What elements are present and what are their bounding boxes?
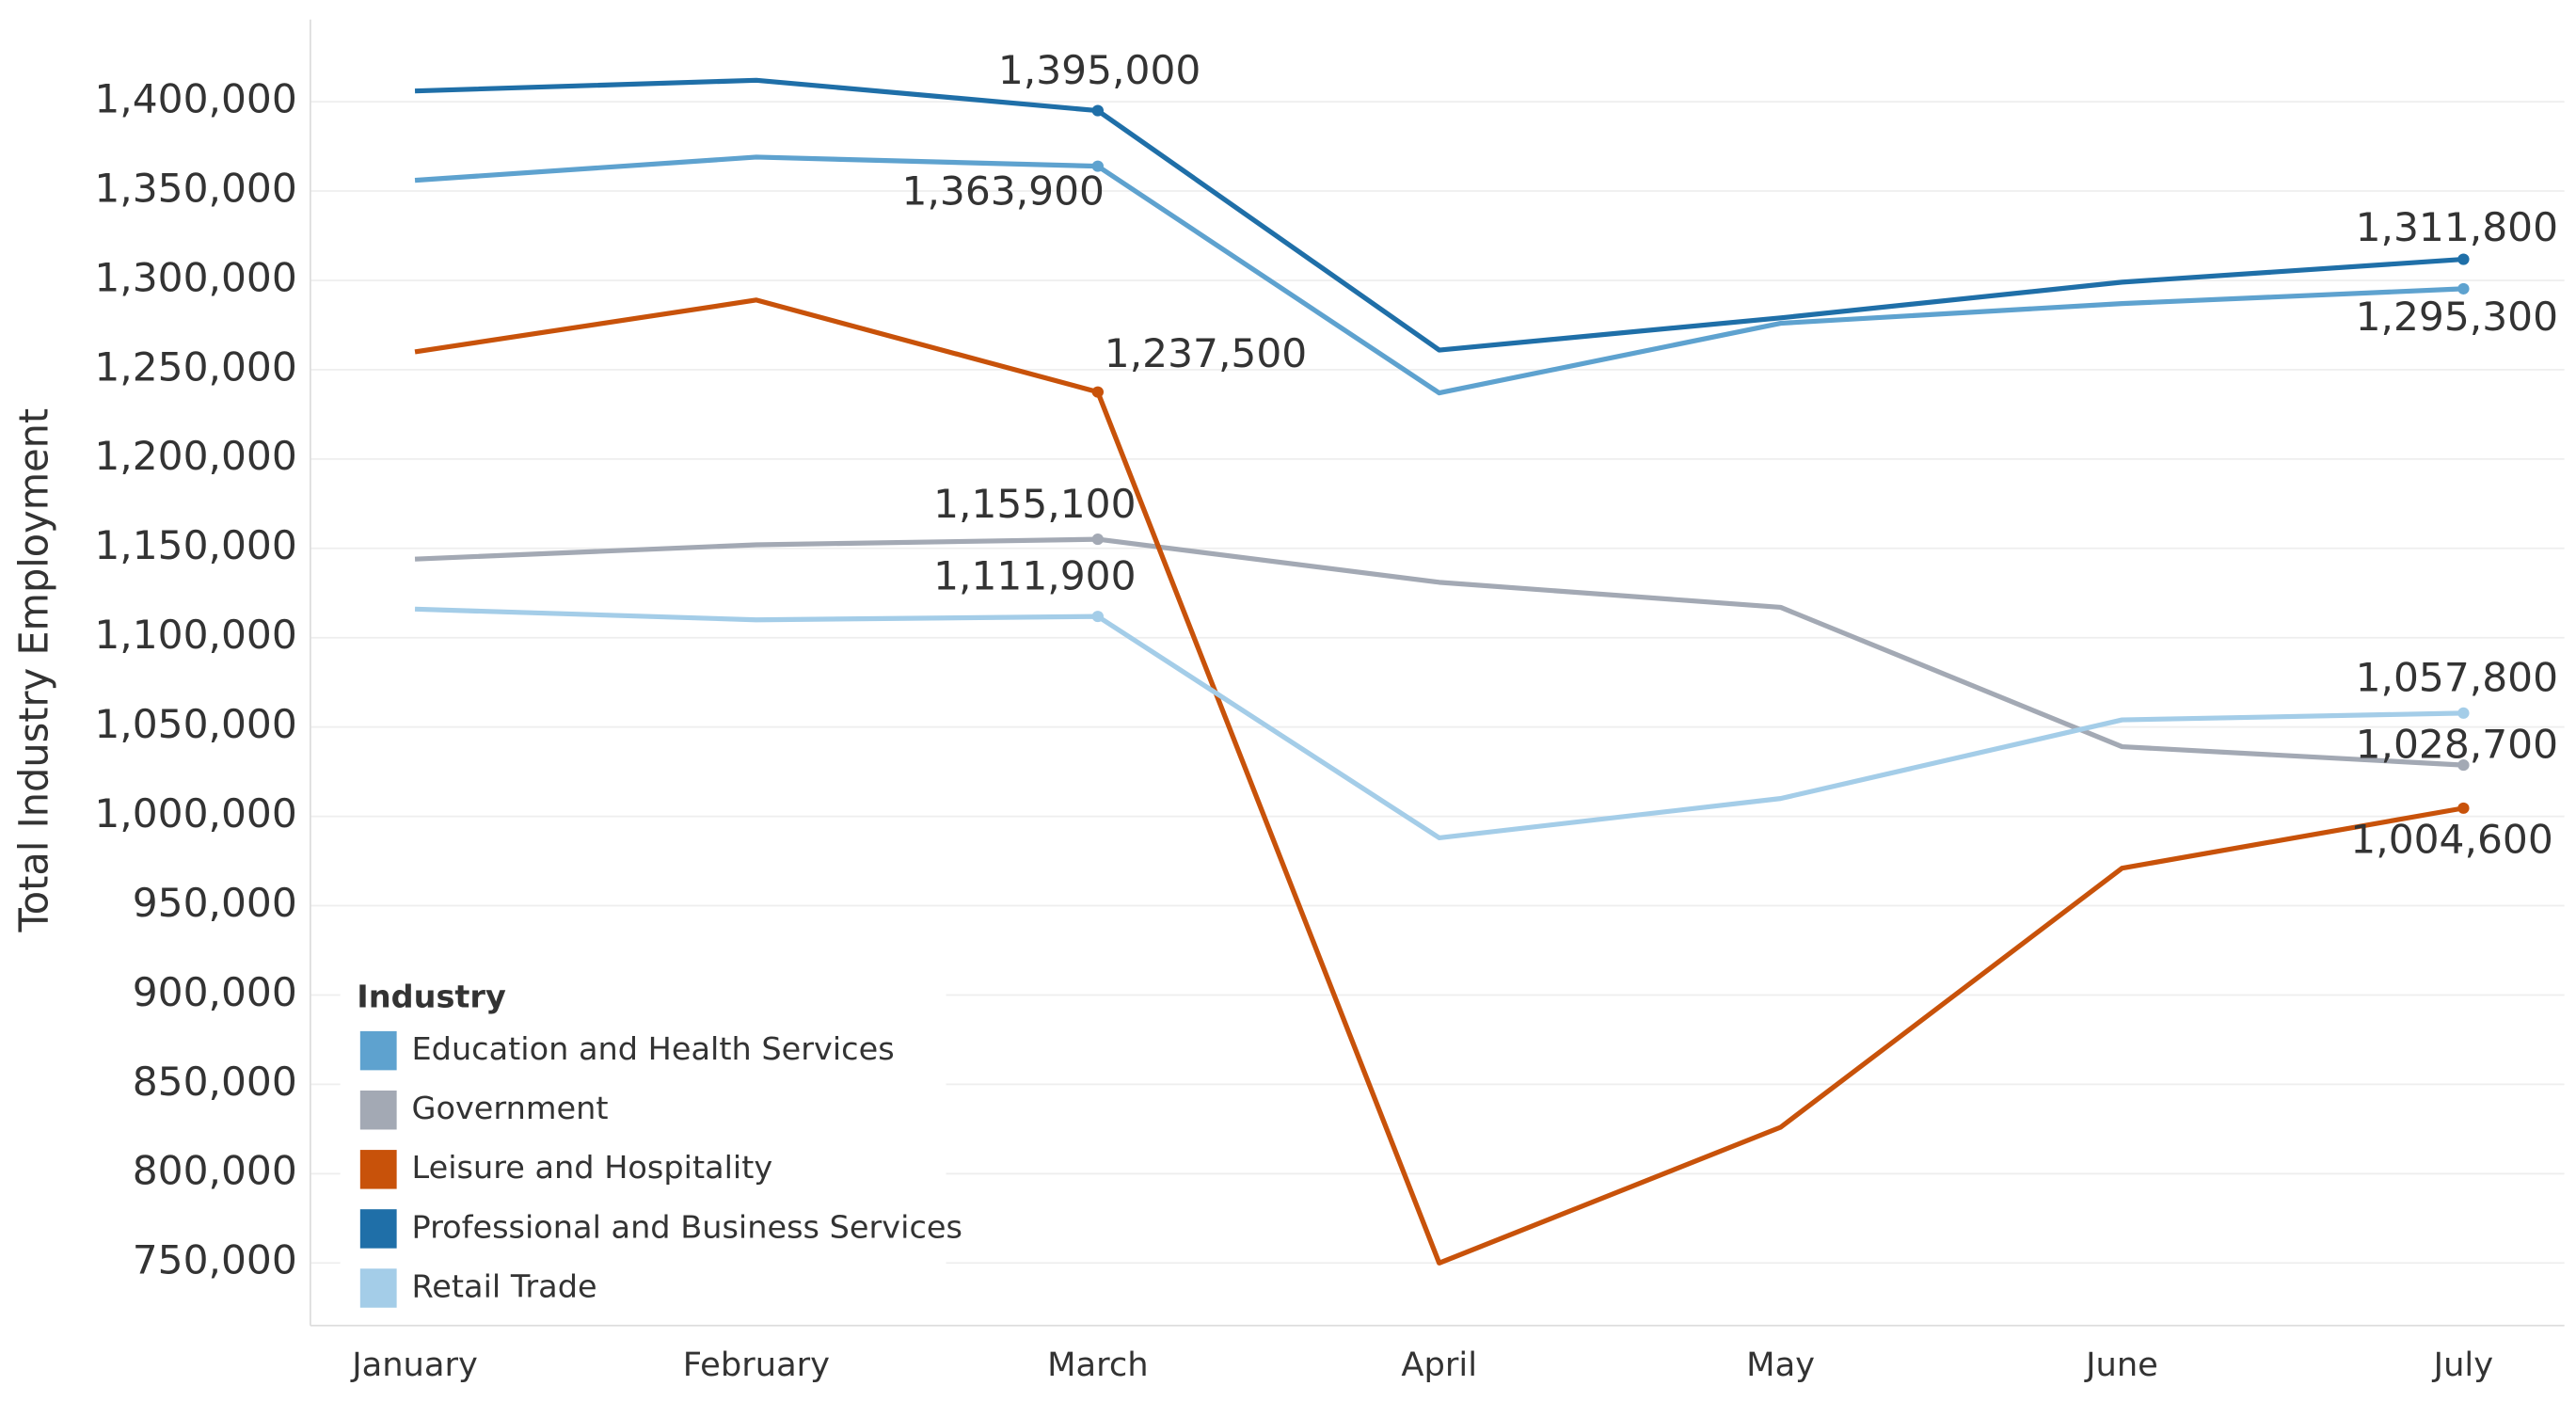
- y-tick-label: 1,200,000: [94, 434, 296, 479]
- legend-label: Education and Health Services: [412, 1030, 895, 1067]
- y-tick-label: 1,150,000: [94, 523, 296, 568]
- legend-swatch: [359, 1030, 397, 1071]
- y-tick-label: 1,100,000: [94, 613, 296, 658]
- data-point: [1091, 386, 1105, 398]
- y-tick-label: 800,000: [133, 1148, 297, 1193]
- data-point: [2457, 282, 2470, 295]
- data-label: 1,155,100: [933, 481, 1136, 526]
- x-tick-label: July: [2432, 1346, 2493, 1384]
- data-label: 1,004,600: [2350, 817, 2552, 862]
- y-tick-label: 1,050,000: [94, 701, 296, 746]
- data-label: 1,311,800: [2356, 204, 2558, 249]
- x-tick-label: March: [1047, 1346, 1148, 1384]
- y-tick-label: 900,000: [133, 969, 297, 1014]
- data-label: 1,395,000: [998, 48, 1201, 93]
- data-point: [2457, 707, 2470, 719]
- y-tick-label: 750,000: [133, 1237, 297, 1283]
- x-tick-label: June: [2084, 1346, 2158, 1384]
- series-line: [414, 536, 2464, 768]
- legend-swatch: [359, 1268, 397, 1308]
- y-tick-label: 1,250,000: [94, 344, 296, 390]
- data-label: 1,363,900: [902, 168, 1105, 214]
- y-tick-label: 1,000,000: [94, 790, 296, 836]
- legend-label: Government: [412, 1090, 609, 1126]
- series-line: [414, 154, 2464, 396]
- legend-swatch: [359, 1150, 397, 1189]
- series-line: [414, 297, 2464, 1266]
- data-label: 1,028,700: [2356, 722, 2558, 767]
- legend-swatch: [359, 1090, 397, 1130]
- y-axis-label: Total Industry Employment: [10, 408, 56, 933]
- y-tick-label: 1,350,000: [94, 166, 296, 211]
- x-tick-label: January: [350, 1346, 478, 1384]
- legend: Industry Education and Health Services Gov…: [340, 972, 962, 1318]
- data-point: [1091, 611, 1105, 623]
- legend-label: Leisure and Hospitality: [412, 1150, 773, 1187]
- data-label: 1,111,900: [933, 553, 1136, 598]
- x-tick-label: May: [1746, 1346, 1815, 1384]
- data-point: [1091, 160, 1105, 172]
- y-tick-label: 850,000: [133, 1059, 297, 1104]
- data-point: [2457, 759, 2470, 772]
- legend-swatch: [359, 1209, 397, 1249]
- data-point: [2457, 253, 2470, 265]
- data-point: [2457, 802, 2470, 814]
- y-tick-label: 1,300,000: [94, 255, 296, 300]
- y-tick-label: 1,400,000: [94, 76, 296, 121]
- y-tick-label: 950,000: [133, 880, 297, 925]
- legend-background: [340, 972, 946, 1318]
- data-label: 1,057,800: [2356, 655, 2558, 700]
- legend-label: Professional and Business Services: [412, 1209, 962, 1246]
- legend-title: Industry: [357, 979, 506, 1015]
- data-point: [1091, 104, 1105, 117]
- data-label: 1,237,500: [1105, 330, 1307, 375]
- x-tick-label: April: [1401, 1346, 1477, 1384]
- series-line: [414, 606, 2464, 840]
- legend-label: Retail Trade: [412, 1268, 597, 1305]
- data-point: [1091, 534, 1105, 546]
- data-label: 1,295,300: [2356, 295, 2558, 340]
- series-line: [414, 77, 2464, 353]
- x-tick-label: February: [683, 1346, 830, 1384]
